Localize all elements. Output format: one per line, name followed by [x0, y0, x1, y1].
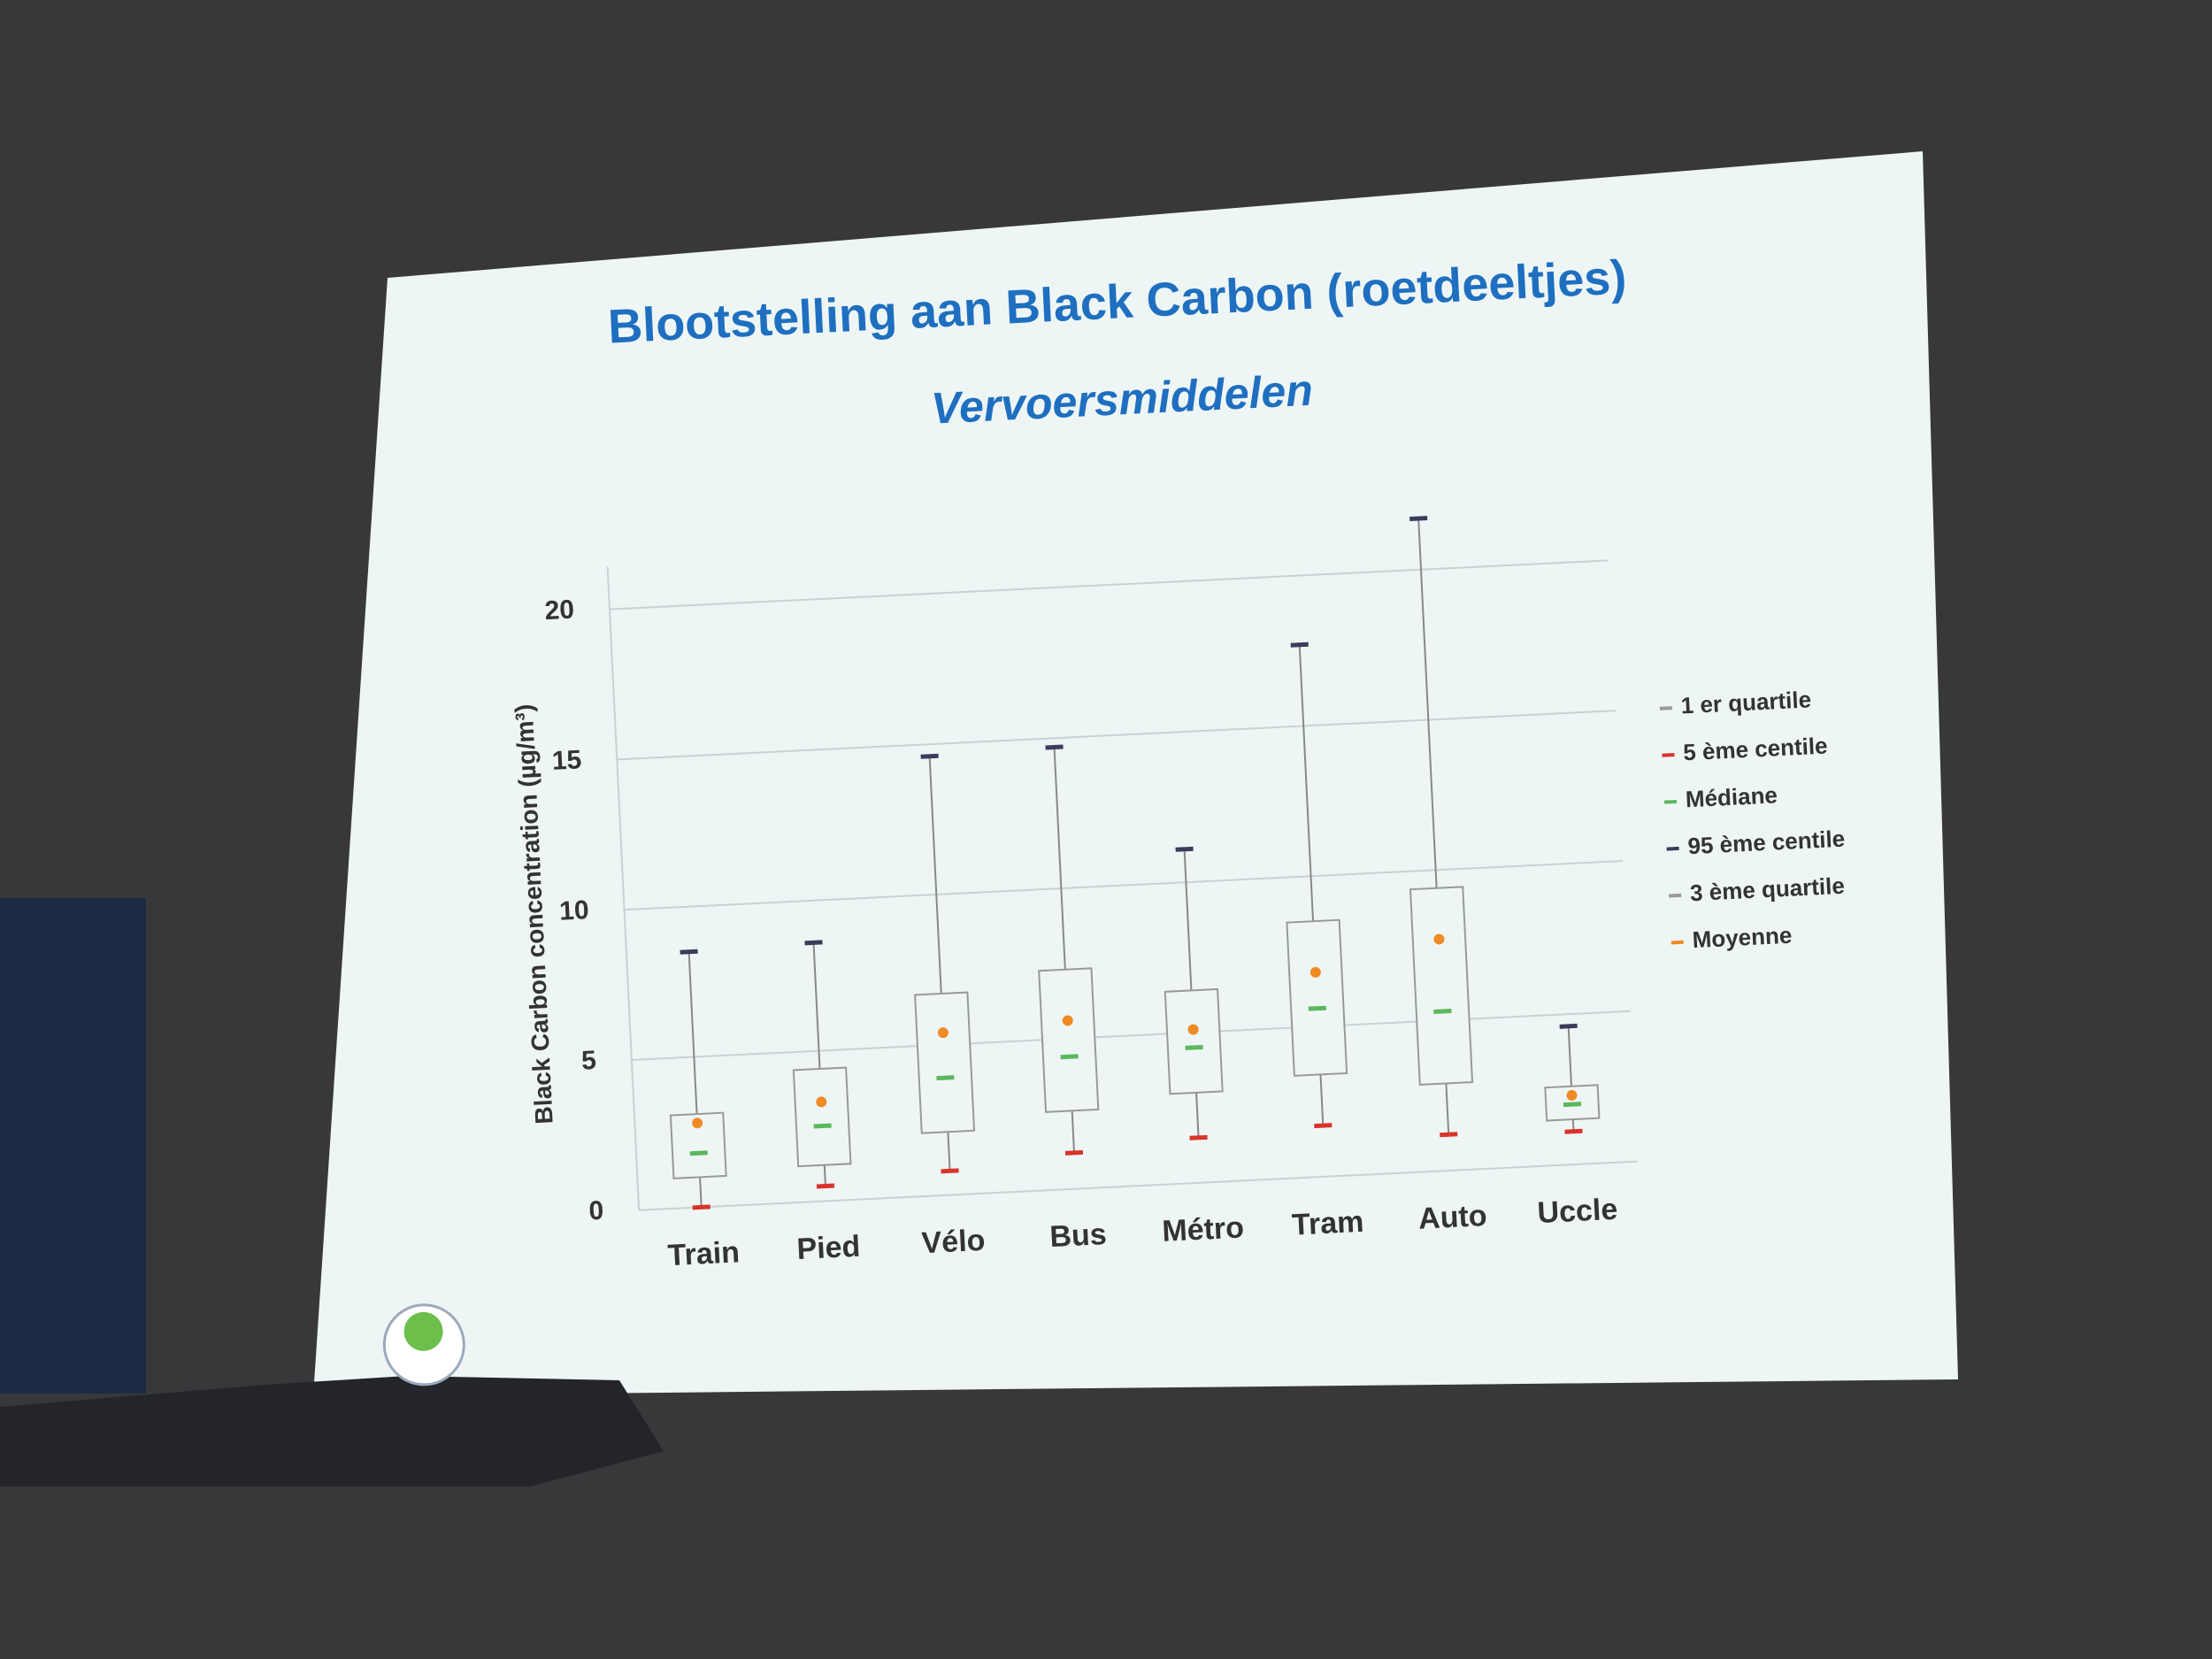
x-tick-label: Uccle [1537, 1193, 1618, 1230]
x-tick-label: Auto [1417, 1199, 1487, 1236]
grid-line [624, 860, 1624, 911]
mean [1310, 966, 1321, 978]
y-tick-label: 15 [551, 745, 582, 776]
median [689, 1150, 708, 1156]
p95-cap [1559, 1023, 1578, 1029]
median [1563, 1102, 1582, 1108]
y-tick-label: 0 [588, 1196, 604, 1226]
x-tick-label: Train [667, 1235, 741, 1272]
p95-cap [1409, 516, 1428, 522]
x-tick-label: Bus [1049, 1217, 1108, 1254]
slide-content: Blootstelling aan Black Carbon (roetdeel… [382, 250, 1846, 1386]
median [936, 1075, 955, 1081]
mean [937, 1027, 949, 1039]
grid-line [639, 1160, 1638, 1211]
grid-line [609, 559, 1609, 611]
median [1308, 1005, 1326, 1011]
p95-cap [1290, 641, 1309, 648]
y-tick-label: 5 [580, 1046, 596, 1076]
y-tick-label: 10 [558, 895, 589, 926]
mean [692, 1118, 703, 1129]
p5-cap [1564, 1128, 1583, 1134]
p5-cap [816, 1183, 835, 1189]
x-tick-label: Pied [796, 1230, 862, 1266]
mean [1566, 1089, 1578, 1101]
grid-line [617, 710, 1616, 761]
slide [313, 151, 1958, 1396]
x-tick-label: Métro [1161, 1210, 1244, 1248]
legend-swatch [1669, 893, 1682, 898]
y-tick-label: 20 [544, 595, 575, 626]
legend-label: Médiane [1685, 781, 1778, 812]
mean [1433, 933, 1445, 945]
p95-cap [804, 940, 823, 946]
median [1060, 1054, 1079, 1060]
box [1409, 886, 1474, 1086]
legend-swatch [1662, 753, 1675, 757]
box [1164, 987, 1224, 1095]
median [813, 1123, 832, 1129]
p5-cap [1189, 1134, 1208, 1141]
p5-cap [692, 1204, 710, 1210]
legend-swatch [1671, 940, 1684, 945]
median [1185, 1044, 1203, 1050]
p5-cap [1064, 1149, 1084, 1156]
p95-cap [1045, 744, 1064, 750]
box [792, 1066, 852, 1168]
box [1038, 967, 1100, 1113]
plot: 0 5 10 15 20 Train Pied Vélo Bus Métro Tram Auto Ucc… [544, 516, 1846, 1272]
p5-cap [1314, 1123, 1333, 1129]
mean [1187, 1024, 1199, 1035]
legend-label: Moyenne [1692, 922, 1793, 953]
mean [1062, 1015, 1073, 1026]
p95-cap [680, 949, 698, 955]
x-tick-label: Tram [1291, 1205, 1364, 1242]
box [1286, 918, 1348, 1077]
legend-swatch [1659, 706, 1672, 710]
arm [0, 1376, 664, 1486]
legend-label: 1 er quartile [1680, 686, 1812, 718]
logo-tree [403, 1311, 443, 1351]
x-tick-label: Vélo [921, 1224, 987, 1260]
mean [816, 1096, 827, 1108]
median [1433, 1008, 1452, 1014]
p95-cap [920, 753, 939, 759]
y-axis [606, 566, 641, 1210]
box [669, 1111, 727, 1179]
box [914, 991, 976, 1134]
legend-swatch [1663, 799, 1678, 804]
blue-panel [0, 898, 146, 1394]
p5-cap [1440, 1132, 1458, 1138]
